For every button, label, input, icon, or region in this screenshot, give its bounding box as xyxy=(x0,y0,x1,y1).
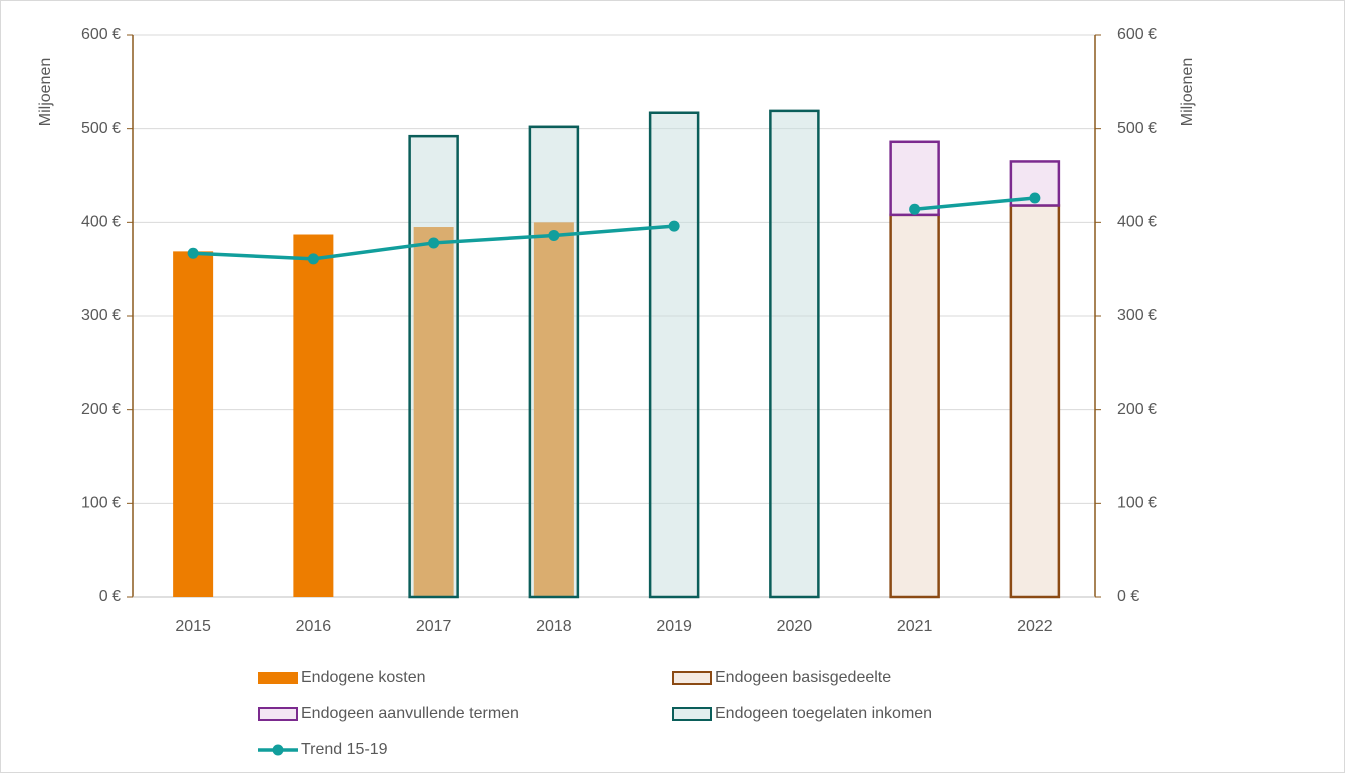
y2-tick-label: 100 € xyxy=(1117,495,1157,512)
y2-tick-label: 400 € xyxy=(1117,214,1157,231)
legend-swatch xyxy=(672,707,712,721)
trend-point xyxy=(428,237,440,249)
legend-label: Endogeen basisgedeelte xyxy=(715,669,891,686)
y-tick-label: 200 € xyxy=(81,401,121,418)
x-tick-label: 2020 xyxy=(777,618,813,635)
legend-label: Endogeen toegelaten inkomen xyxy=(715,705,932,722)
legend-label: Trend 15-19 xyxy=(301,741,388,758)
bar xyxy=(293,234,334,597)
bar xyxy=(889,140,940,217)
bar xyxy=(889,213,940,599)
legend-swatch xyxy=(258,672,298,684)
y2-axis-label: Miljoenen xyxy=(1179,58,1196,126)
y-tick-label: 300 € xyxy=(81,307,121,324)
legend-label: Endogeen aanvullende termen xyxy=(301,705,519,722)
y-tick-label: 500 € xyxy=(81,120,121,137)
y2-tick-label: 600 € xyxy=(1117,26,1157,43)
bar xyxy=(648,111,700,599)
y2-tick-label: 200 € xyxy=(1117,401,1157,418)
bar xyxy=(1009,204,1061,599)
y2-tick-label: 300 € xyxy=(1117,307,1157,324)
y2-tick-label: 500 € xyxy=(1117,120,1157,137)
y2-tick-label: 0 € xyxy=(1117,588,1139,605)
bar xyxy=(408,134,459,599)
x-tick-label: 2019 xyxy=(656,618,692,635)
trend-point xyxy=(187,247,199,259)
trend-point xyxy=(1029,192,1041,204)
x-tick-label: 2017 xyxy=(416,618,452,635)
y-tick-label: 0 € xyxy=(99,588,121,605)
x-tick-label: 2018 xyxy=(536,618,572,635)
trend-point xyxy=(548,229,560,241)
x-tick-label: 2015 xyxy=(175,618,211,635)
trend-point xyxy=(668,220,680,232)
bar xyxy=(173,251,214,597)
bar xyxy=(769,109,820,599)
y-tick-label: 600 € xyxy=(81,26,121,43)
legend-label: Endogene kosten xyxy=(301,669,426,686)
x-tick-label: 2016 xyxy=(296,618,332,635)
legend-marker xyxy=(272,744,284,756)
trend-point xyxy=(909,203,921,215)
bar xyxy=(528,125,580,599)
legend-swatch xyxy=(258,707,298,721)
legend-swatch xyxy=(672,671,712,685)
trend-point xyxy=(307,253,319,265)
x-tick-label: 2021 xyxy=(897,618,933,635)
y-tick-label: 400 € xyxy=(81,214,121,231)
y-tick-label: 100 € xyxy=(81,495,121,512)
x-tick-label: 2022 xyxy=(1017,618,1053,635)
y-axis-label: Miljoenen xyxy=(37,58,54,126)
